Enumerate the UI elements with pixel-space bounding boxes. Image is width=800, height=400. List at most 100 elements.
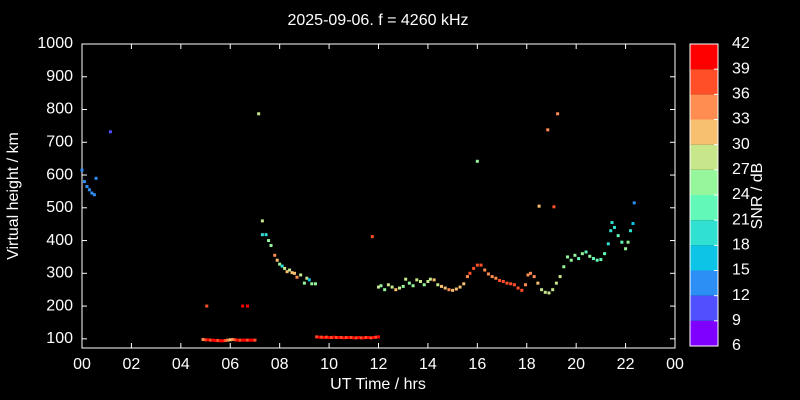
data-point [603,252,607,256]
data-point [516,286,520,290]
y-tick-label: 800 [46,101,73,118]
data-point [248,338,252,342]
data-point [332,335,336,339]
colorbar-segment [690,320,718,346]
data-point [342,336,346,340]
data-point [302,281,306,285]
data-point [610,221,614,225]
data-point [87,188,91,192]
data-point [374,335,378,339]
data-point [394,288,398,292]
data-point [82,180,86,184]
data-point [275,258,279,262]
data-point [512,283,516,287]
data-point [92,193,96,197]
data-point [208,338,212,342]
colorbar-segment [690,144,718,170]
data-point [213,338,217,342]
data-point [226,338,230,342]
data-point [330,336,334,340]
x-tick-label: 12 [370,356,388,373]
colorbar-tick-label: 21 [732,211,750,228]
x-tick-label: 06 [221,356,239,373]
data-point [94,176,98,180]
data-point [364,336,368,340]
data-point [223,338,227,342]
colorbar-tick-label: 9 [732,312,741,329]
data-point [436,283,440,287]
data-point [273,253,277,257]
data-point [422,283,426,287]
data-point [344,336,348,340]
data-point [337,336,341,340]
y-axis-label: Virtual height / km [5,132,22,260]
colorbar-segment [690,94,718,120]
data-point [536,281,540,285]
data-point [260,219,264,223]
data-point [524,283,528,287]
data-point [246,338,250,342]
y-tick-label: 400 [46,232,73,249]
colorbar-segment [690,69,718,95]
data-point [201,337,205,341]
data-point [501,280,505,283]
data-point [357,336,361,340]
data-point [257,112,261,116]
data-point [283,266,287,270]
colorbar-segment [690,245,718,271]
data-point [228,338,232,342]
colorbar-tick-label: 36 [732,86,750,103]
data-point [490,275,494,279]
x-tick-label: 22 [617,356,635,373]
data-point [305,276,309,280]
y-tick-label: 900 [46,68,73,85]
data-point [606,242,610,246]
data-point [584,250,588,254]
x-tick-label: 00 [666,356,684,373]
data-point [407,281,411,285]
x-tick-label: 16 [468,356,486,373]
data-point [532,275,536,279]
data-point [278,262,282,266]
data-point [362,336,366,340]
data-point [390,285,394,289]
data-point [595,258,599,262]
data-point [591,257,595,261]
data-point [556,112,560,116]
data-point [629,229,633,233]
data-point [269,243,273,247]
colorbar-tick-label: 18 [732,237,750,254]
colorbar-segment [690,44,718,70]
x-tick-label: 04 [172,356,190,373]
colorbar-tick-label: 15 [732,262,750,279]
colorbar-tick-label: 30 [732,136,750,153]
data-point [537,204,541,208]
colorbar-tick-label: 6 [732,337,741,354]
data-point [632,201,636,205]
colorbar-segment [690,220,718,246]
data-point [411,284,415,288]
data-point [624,247,628,251]
data-point [80,168,84,172]
data-point [494,276,498,280]
data-point [580,252,584,256]
data-point [339,336,343,340]
data-point [543,290,547,294]
data-point [404,277,408,281]
data-point [419,280,423,283]
data-point [475,159,479,163]
colorbar-segment [690,270,718,296]
data-point [475,263,479,267]
y-tick-label: 600 [46,166,73,183]
data-point [216,338,220,342]
data-point [577,257,581,261]
x-tick-label: 18 [518,356,536,373]
data-point [479,263,483,267]
data-point [292,271,296,275]
data-point [377,285,380,289]
data-point [486,272,490,276]
data-point [267,239,271,243]
data-point [253,338,257,342]
data-point [588,254,592,258]
